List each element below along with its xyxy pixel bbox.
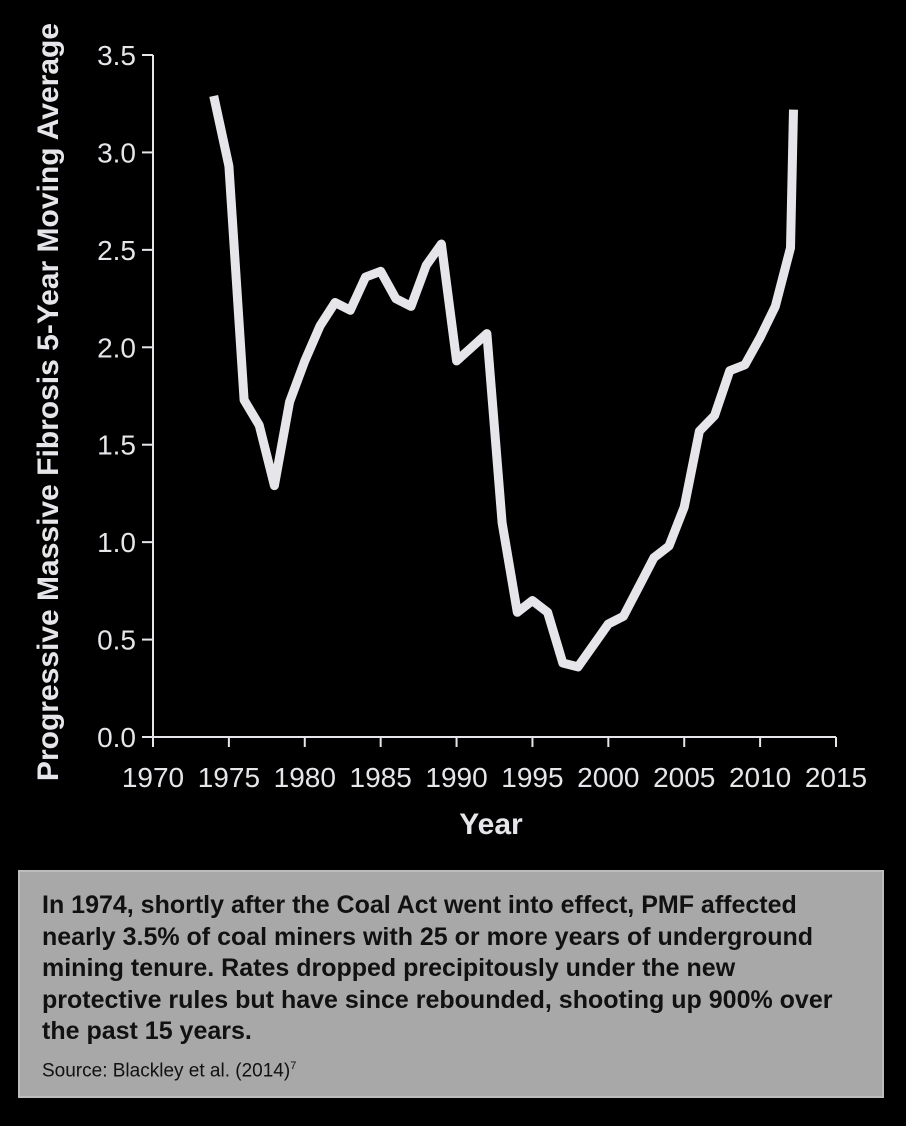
x-tick-label-2010: 2010 [729, 762, 791, 793]
source-text: Source: Blackley et al. (2014) [42, 1059, 291, 1081]
y-tick-label-1.5: 1.5 [97, 430, 136, 461]
y-tick-label-2.0: 2.0 [97, 332, 136, 363]
x-tick-label-1980: 1980 [274, 762, 336, 793]
y-tick-label-1.0: 1.0 [97, 527, 136, 558]
x-tick-label-1985: 1985 [350, 762, 412, 793]
series-layer [209, 94, 798, 672]
caption-source: Source: Blackley et al. (2014)7 [42, 1054, 860, 1083]
caption-box: In 1974, shortly after the Coal Act went… [18, 870, 884, 1098]
y-tick-label-0.5: 0.5 [97, 625, 136, 656]
x-tick-label-1975: 1975 [198, 762, 260, 793]
x-tick-label-2005: 2005 [653, 762, 715, 793]
y-tick-label-2.5: 2.5 [97, 235, 136, 266]
series-line-pmf [209, 94, 798, 672]
y-tick-label-3.0: 3.0 [97, 137, 136, 168]
x-axis-title: Year [459, 808, 523, 841]
x-tick-label-1990: 1990 [425, 762, 487, 793]
x-tick-label-1970: 1970 [122, 762, 184, 793]
tick-marks [142, 54, 837, 747]
source-footnote-ref: 7 [290, 1059, 297, 1072]
caption-text: In 1974, shortly after the Coal Act went… [42, 891, 833, 1045]
y-axis-title: Progressive Massive Fibrosis 5-Year Movi… [32, 23, 65, 781]
axes [152, 55, 836, 738]
x-tick-label-1995: 1995 [501, 762, 563, 793]
y-tick-label-3.5: 3.5 [97, 40, 136, 71]
tick-labels: 0.0 0.5 1.0 1.5 2.0 2.5 3.0 3.5 1970 1975 1980 1985… [97, 40, 867, 793]
x-tick-label-2000: 2000 [577, 762, 639, 793]
pmf-line-chart: 0.0 0.5 1.0 1.5 2.0 2.5 3.0 3.5 1970 1975 1980 1985… [32, 23, 867, 841]
x-tick-label-2015: 2015 [805, 762, 867, 793]
y-tick-label-0.0: 0.0 [97, 722, 136, 753]
